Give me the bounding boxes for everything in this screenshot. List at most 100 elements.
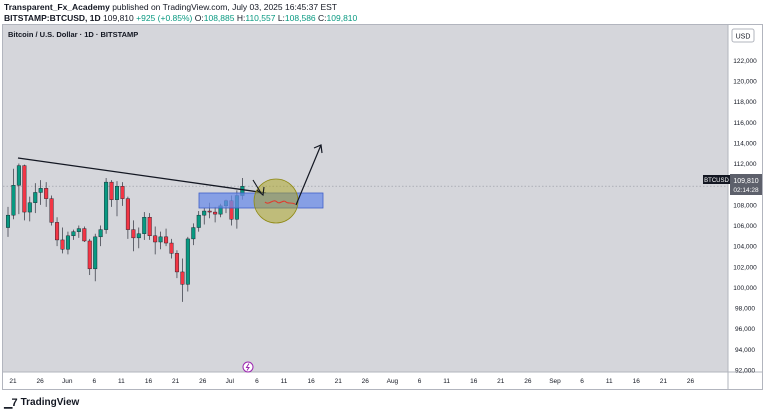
candle-body xyxy=(33,192,38,203)
time-tick-label: Aug xyxy=(387,378,399,385)
candle-body xyxy=(87,240,92,270)
candle-body xyxy=(49,198,54,223)
time-tick-label: Jun xyxy=(62,378,73,385)
candle-body xyxy=(174,253,179,273)
candle-body xyxy=(11,185,16,216)
candle-body xyxy=(169,242,174,254)
candle-body xyxy=(38,188,43,193)
price-chart[interactable]: Bitcoin / U.S. Dollar · 1D · BITSTAMP US… xyxy=(3,25,762,389)
price-tick-label: 120,000 xyxy=(733,78,757,85)
time-tick-label: 21 xyxy=(335,378,343,385)
time-tick-label: 11 xyxy=(606,378,613,385)
time-tick-label: 26 xyxy=(199,378,207,385)
chart-header: Transparent_Fx_Academy published on Trad… xyxy=(4,2,357,23)
last-price: 109,810 xyxy=(103,12,134,23)
open-label: O: xyxy=(194,12,204,23)
price-tag-countdown: 02:14:28 xyxy=(733,187,759,194)
drop-arrow xyxy=(252,179,262,194)
price-tag xyxy=(730,174,762,195)
ohlc-line: BITSTAMP:BTCUSD, 1D 109,810 +925 (+0.85%… xyxy=(4,13,357,24)
candle-body xyxy=(71,231,76,237)
currency-box[interactable] xyxy=(731,28,755,43)
candle-body xyxy=(125,198,130,230)
candle-body xyxy=(153,235,158,243)
time-tick-label: 6 xyxy=(580,378,584,385)
candle-body xyxy=(76,228,81,232)
price-tick-label: 96,000 xyxy=(735,326,755,333)
price-change: +925 (+0.85%) xyxy=(136,12,193,23)
price-tick-label: 122,000 xyxy=(733,58,757,65)
time-tick-label: 26 xyxy=(687,378,695,385)
candle-body xyxy=(185,238,190,285)
time-axis: 21 26 Jun 6 11 16 21 26 Jul 6 11 16 21 26 Aug 6 11 16 21 26… xyxy=(9,378,694,385)
rise-arrowhead xyxy=(313,144,323,154)
candle-body xyxy=(158,236,163,243)
price-tick-label: 94,000 xyxy=(735,347,755,354)
price-tick-label: 112,000 xyxy=(733,161,756,168)
time-tick-label: 16 xyxy=(633,378,641,385)
candle-body xyxy=(65,235,70,250)
candle-body xyxy=(142,217,147,234)
candle-body xyxy=(109,181,114,200)
currency-label: USD xyxy=(736,34,751,41)
price-tick-label: 102,000 xyxy=(733,264,757,271)
price-tick-label: 106,000 xyxy=(733,223,757,230)
tradingview-logo-icon: ▁7 xyxy=(4,397,18,409)
price-tick-label: 118,000 xyxy=(733,99,756,106)
candle-body xyxy=(131,229,136,239)
symbol-tag-text: BTCUSD xyxy=(704,178,729,184)
time-tick-label: 21 xyxy=(172,378,180,385)
trendline[interactable] xyxy=(17,157,267,194)
candle-body xyxy=(27,202,32,213)
publisher-name[interactable]: Transparent_Fx_Academy xyxy=(4,2,110,12)
projected-path xyxy=(264,200,296,205)
candles xyxy=(6,163,245,302)
time-tick-label: 21 xyxy=(497,378,505,385)
candle-body xyxy=(44,188,49,199)
time-tick-label: Jul xyxy=(226,378,235,385)
publish-info: published on TradingView.com, July 03, 2… xyxy=(112,2,337,12)
price-tick-label: 92,000 xyxy=(735,368,755,375)
price-axis: 122,000 120,000 118,000 116,000 114,000 112,0… xyxy=(733,58,757,375)
candle-body xyxy=(114,186,119,200)
time-tick-label: 16 xyxy=(307,378,315,385)
candle-body xyxy=(196,214,201,228)
time-tick-label: 26 xyxy=(362,378,370,385)
price-tick-label: 114,000 xyxy=(733,140,756,147)
candle-body xyxy=(98,229,103,238)
low-value: 108,586 xyxy=(284,12,316,23)
candle-body xyxy=(120,186,125,199)
candle-body xyxy=(82,228,87,242)
close-label: C: xyxy=(318,12,327,23)
candle-body xyxy=(213,211,218,215)
chart-title: Bitcoin / U.S. Dollar · 1D · BITSTAMP xyxy=(8,30,138,39)
price-tick-label: 100,000 xyxy=(733,285,757,292)
price-tick-label: 108,000 xyxy=(733,202,757,209)
time-tick-label: Sep xyxy=(549,378,561,385)
candle-body xyxy=(207,210,212,213)
symbol-label: BITSTAMP:BTCUSD, 1D xyxy=(4,12,101,23)
time-tick-label: 16 xyxy=(470,378,478,385)
candle-body xyxy=(55,222,60,241)
drop-arrowhead xyxy=(256,186,265,197)
brand-name[interactable]: TradingView xyxy=(20,397,80,408)
time-tick-label: 16 xyxy=(145,378,153,385)
rise-arrow xyxy=(295,144,322,206)
time-tick-label: 6 xyxy=(418,378,422,385)
footer-brand: ▁7 TradingView xyxy=(4,396,79,409)
time-tick-label: 11 xyxy=(118,378,125,385)
time-tick-label: 21 xyxy=(9,378,17,385)
candle-body xyxy=(6,214,10,228)
open-value: 108,885 xyxy=(203,12,235,23)
candle-body xyxy=(202,210,207,216)
candle-body xyxy=(60,239,65,250)
time-tick-label: 21 xyxy=(660,378,668,385)
candle-body xyxy=(164,236,169,244)
candle-body xyxy=(93,236,98,270)
candle-body xyxy=(104,181,109,230)
price-tick-label: 116,000 xyxy=(733,120,756,127)
close-value: 109,810 xyxy=(326,12,358,23)
time-tick-label: 11 xyxy=(281,378,288,385)
candle-body xyxy=(16,165,21,186)
low-label: L: xyxy=(277,12,285,23)
